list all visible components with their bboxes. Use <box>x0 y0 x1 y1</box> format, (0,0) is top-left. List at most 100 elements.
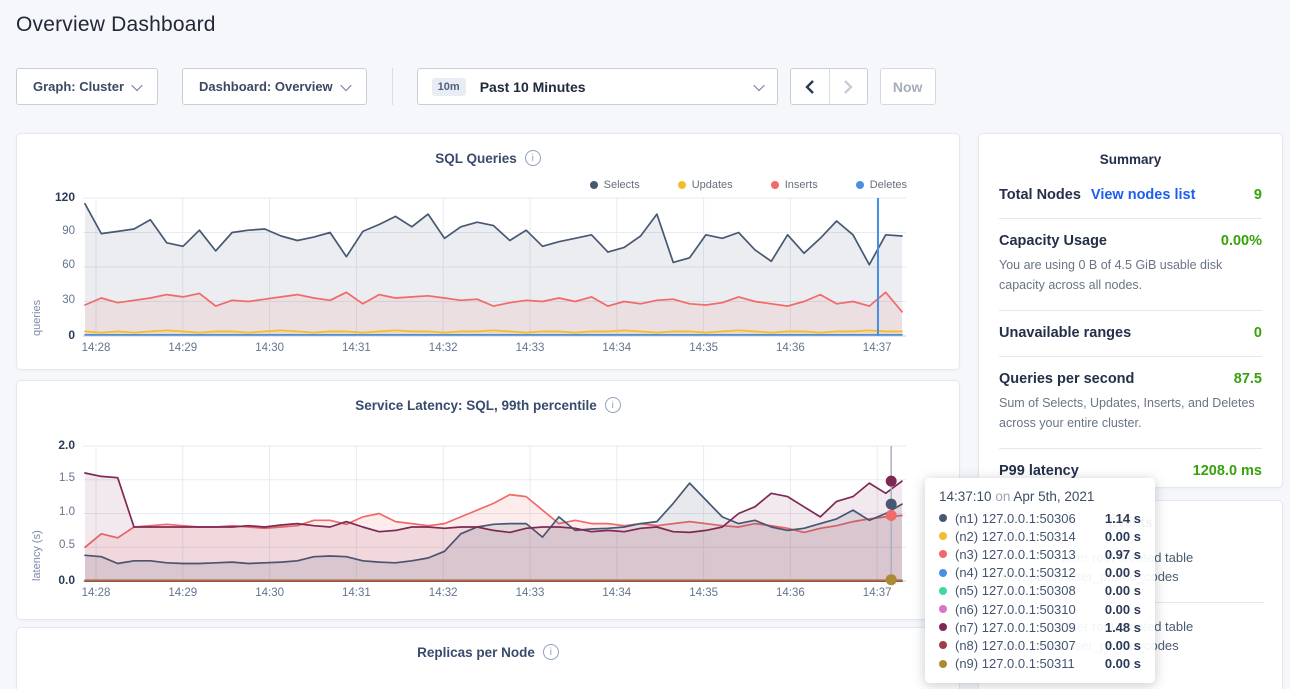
x-axis-tick: 14:32 <box>428 342 458 354</box>
tooltip-node-row: (n5) 127.0.0.1:50308 0.00 s <box>939 582 1141 600</box>
x-axis-tick: 14:35 <box>689 342 718 354</box>
qps-value: 87.5 <box>1233 371 1262 387</box>
x-axis-tick: 14:33 <box>515 587 545 599</box>
tooltip-node-value: 0.00 s <box>1104 637 1141 653</box>
legend-item-selects[interactable]: Selects <box>589 179 640 191</box>
x-axis-tick: 14:31 <box>342 587 371 599</box>
y-axis-tick: 0.0 <box>58 573 75 587</box>
tooltip-node-row: (n4) 127.0.0.1:50312 0.00 s <box>939 564 1141 582</box>
chart-title: SQL Queries <box>435 150 517 166</box>
tooltip-node-address: (n3) 127.0.0.1:50313 <box>955 546 1076 562</box>
capacity-usage-value: 0.00% <box>1220 233 1262 249</box>
tooltip-node-address: (n7) 127.0.0.1:50309 <box>955 619 1076 635</box>
x-axis-ticks: 14:28 14:29 14:30 14:31 14:32 14:33 14:34 14:35… <box>82 342 923 356</box>
page-title: Overview Dashboard <box>16 13 216 36</box>
y-axis-ticks: 0.0 0.5 1.0 1.5 2.0 <box>17 381 75 619</box>
total-nodes-label: Total Nodes <box>999 187 1081 203</box>
tooltip-node-address: (n1) 127.0.0.1:50306 <box>955 510 1076 526</box>
tooltip-node-address: (n5) 127.0.0.1:50308 <box>955 583 1076 599</box>
series-dot <box>939 605 947 614</box>
sql-queries-panel: SQL Queries i Selects Updates Inserts De… <box>16 133 960 370</box>
x-axis-tick: 14:29 <box>168 342 198 354</box>
tooltip-node-value: 0.00 s <box>1104 528 1141 544</box>
series-dot <box>939 550 947 559</box>
dashboard-dropdown-label: Dashboard: Overview <box>199 79 333 94</box>
x-axis-tick: 14:30 <box>255 587 284 599</box>
time-range-label: Past 10 Minutes <box>479 78 586 95</box>
x-axis-tick: 14:37 <box>862 587 892 599</box>
info-icon[interactable]: i <box>524 150 541 166</box>
y-axis-tick: 2.0 <box>58 438 75 452</box>
service-latency-chart[interactable] <box>83 445 906 586</box>
y-axis-tick: 90 <box>62 224 75 237</box>
x-axis-tick: 14:33 <box>515 342 545 354</box>
x-axis-tick: 14:28 <box>81 587 111 599</box>
tooltip-node-row: (n3) 127.0.0.1:50313 0.97 s <box>939 545 1141 563</box>
series-dot <box>939 641 947 650</box>
x-axis-tick: 14:36 <box>776 587 805 599</box>
tooltip-timestamp: 14:37:10 on Apr 5th, 2021 <box>939 489 1095 504</box>
y-axis-tick: 1.0 <box>59 505 75 518</box>
series-dot <box>770 181 779 189</box>
series-dot <box>677 181 686 189</box>
x-axis-tick: 14:34 <box>602 342 632 354</box>
tooltip-node-value: 0.00 s <box>1104 601 1141 617</box>
x-axis-tick: 14:28 <box>81 342 111 354</box>
chevron-down-icon <box>131 79 143 91</box>
replicas-per-node-panel: Replicas per Node i <box>16 627 960 689</box>
x-axis-tick: 14:29 <box>168 587 198 599</box>
tooltip-node-row: (n7) 127.0.0.1:50309 1.48 s <box>939 618 1141 636</box>
x-axis-tick: 14:37 <box>862 342 892 354</box>
capacity-usage-description: You are using 0 B of 4.5 GiB usable disk… <box>999 258 1223 292</box>
tooltip-node-address: (n6) 127.0.0.1:50310 <box>955 601 1076 617</box>
info-icon[interactable]: i <box>604 397 621 413</box>
legend-item-updates[interactable]: Updates <box>677 179 733 191</box>
chart-hover-tooltip: 14:37:10 on Apr 5th, 2021 (n1) 127.0.0.1… <box>925 478 1155 683</box>
y-axis-tick: 60 <box>62 259 75 271</box>
dashboard-dropdown[interactable]: Dashboard: Overview <box>182 68 367 105</box>
sql-queries-chart[interactable] <box>83 197 906 337</box>
tooltip-node-value: 0.00 s <box>1104 656 1141 672</box>
now-button[interactable]: Now <box>879 68 936 105</box>
series-dot <box>589 181 598 189</box>
chevron-right-icon <box>843 79 853 94</box>
chart-title: Service Latency: SQL, 99th percentile <box>355 397 597 413</box>
graph-dropdown[interactable]: Graph: Cluster <box>16 68 159 105</box>
tooltip-node-row: (n6) 127.0.0.1:50310 0.00 s <box>939 600 1141 618</box>
time-range-dropdown[interactable]: 10m Past 10 Minutes <box>416 68 778 105</box>
y-axis-tick: 30 <box>62 293 75 306</box>
tooltip-node-row: (n9) 127.0.0.1:50311 0.00 s <box>939 655 1141 673</box>
time-next-button[interactable] <box>828 69 867 104</box>
y-axis-tick: 120 <box>54 190 75 204</box>
x-axis-tick: 14:31 <box>342 342 371 354</box>
series-dot <box>939 568 947 577</box>
tooltip-node-row: (n2) 127.0.0.1:50314 0.00 s <box>939 527 1141 545</box>
tooltip-node-value: 0.00 s <box>1104 565 1141 581</box>
unavailable-ranges-value: 0 <box>1253 325 1262 341</box>
tooltip-node-row: (n1) 127.0.0.1:50306 1.14 s <box>939 509 1141 527</box>
tooltip-node-value: 0.00 s <box>1104 583 1141 599</box>
series-dot <box>939 659 947 668</box>
x-axis-tick: 14:34 <box>602 587 632 599</box>
time-prev-button[interactable] <box>791 69 829 104</box>
toolbar-divider <box>391 68 393 105</box>
x-axis-ticks: 14:28 14:29 14:30 14:31 14:32 14:33 14:34 14:35… <box>82 587 923 601</box>
chevron-left-icon <box>805 79 815 94</box>
series-dot <box>939 532 947 541</box>
y-axis-tick: 0.5 <box>59 539 75 552</box>
qps-description: Sum of Selects, Updates, Inserts, and De… <box>999 396 1255 430</box>
dashboard-toolbar: Graph: Cluster Dashboard: Overview 10m P… <box>16 68 936 105</box>
p99-latency-label: P99 latency <box>999 463 1079 479</box>
y-axis-tick: 1.5 <box>59 471 75 484</box>
graph-dropdown-label: Graph: Cluster <box>33 79 125 94</box>
time-range-badge: 10m <box>431 77 466 96</box>
tooltip-node-address: (n9) 127.0.0.1:50311 <box>955 656 1075 672</box>
view-nodes-list-link[interactable]: View nodes list <box>1090 187 1196 203</box>
legend-item-deletes[interactable]: Deletes <box>855 179 907 191</box>
tooltip-node-address: (n4) 127.0.0.1:50312 <box>955 565 1076 581</box>
y-axis-tick: 0 <box>68 328 75 342</box>
info-icon[interactable]: i <box>542 644 559 660</box>
legend-item-inserts[interactable]: Inserts <box>770 179 818 191</box>
series-dot <box>939 514 947 523</box>
capacity-usage-label: Capacity Usage <box>999 233 1107 249</box>
